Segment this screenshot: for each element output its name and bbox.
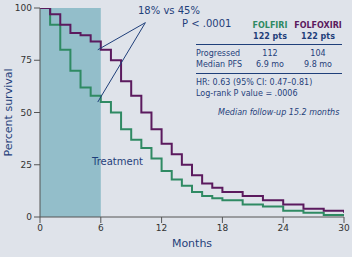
svg-text:100: 100	[15, 3, 32, 13]
svg-text:12: 12	[156, 223, 167, 233]
svg-text:6: 6	[98, 223, 104, 233]
html-text:Log-rank P value = .0006: Log-rank P value = .0006	[196, 89, 298, 98]
svg-text:50: 50	[21, 108, 33, 118]
svg-text:24: 24	[277, 223, 289, 233]
svg-text:Treatment: Treatment	[91, 156, 143, 167]
html-text:18% vs 45%: 18% vs 45%	[138, 5, 200, 16]
html-text:9.8 mo: 9.8 mo	[304, 60, 332, 69]
html-text:Median PFS: Median PFS	[196, 60, 242, 69]
svg-text:25: 25	[21, 160, 32, 170]
svg-text:Percent survival: Percent survival	[8, 69, 15, 157]
svg-text:0: 0	[26, 212, 32, 222]
svg-text:18: 18	[217, 223, 229, 233]
html-text:P < .0001: P < .0001	[182, 18, 232, 29]
svg-text:75: 75	[21, 55, 32, 65]
svg-text:0: 0	[37, 223, 43, 233]
html-text:Median follow-up 15.2 months: Median follow-up 15.2 months	[218, 108, 340, 117]
html-text:HR: 0.63 (95% CI: 0.47–0.81): HR: 0.63 (95% CI: 0.47–0.81)	[196, 78, 313, 87]
html-text:Progressed: Progressed	[196, 49, 241, 58]
svg-text:Months: Months	[172, 237, 212, 250]
svg-text:30: 30	[338, 223, 344, 233]
html-text:122 pts: 122 pts	[253, 32, 287, 41]
html-text:104: 104	[310, 49, 326, 58]
html-text:6.9 mo: 6.9 mo	[256, 60, 284, 69]
html-text:FOLFOXIRI: FOLFOXIRI	[294, 21, 342, 30]
html-text:112: 112	[262, 49, 278, 58]
html-text:FOLFIRI: FOLFIRI	[252, 21, 288, 30]
html-text:122 pts: 122 pts	[301, 32, 335, 41]
